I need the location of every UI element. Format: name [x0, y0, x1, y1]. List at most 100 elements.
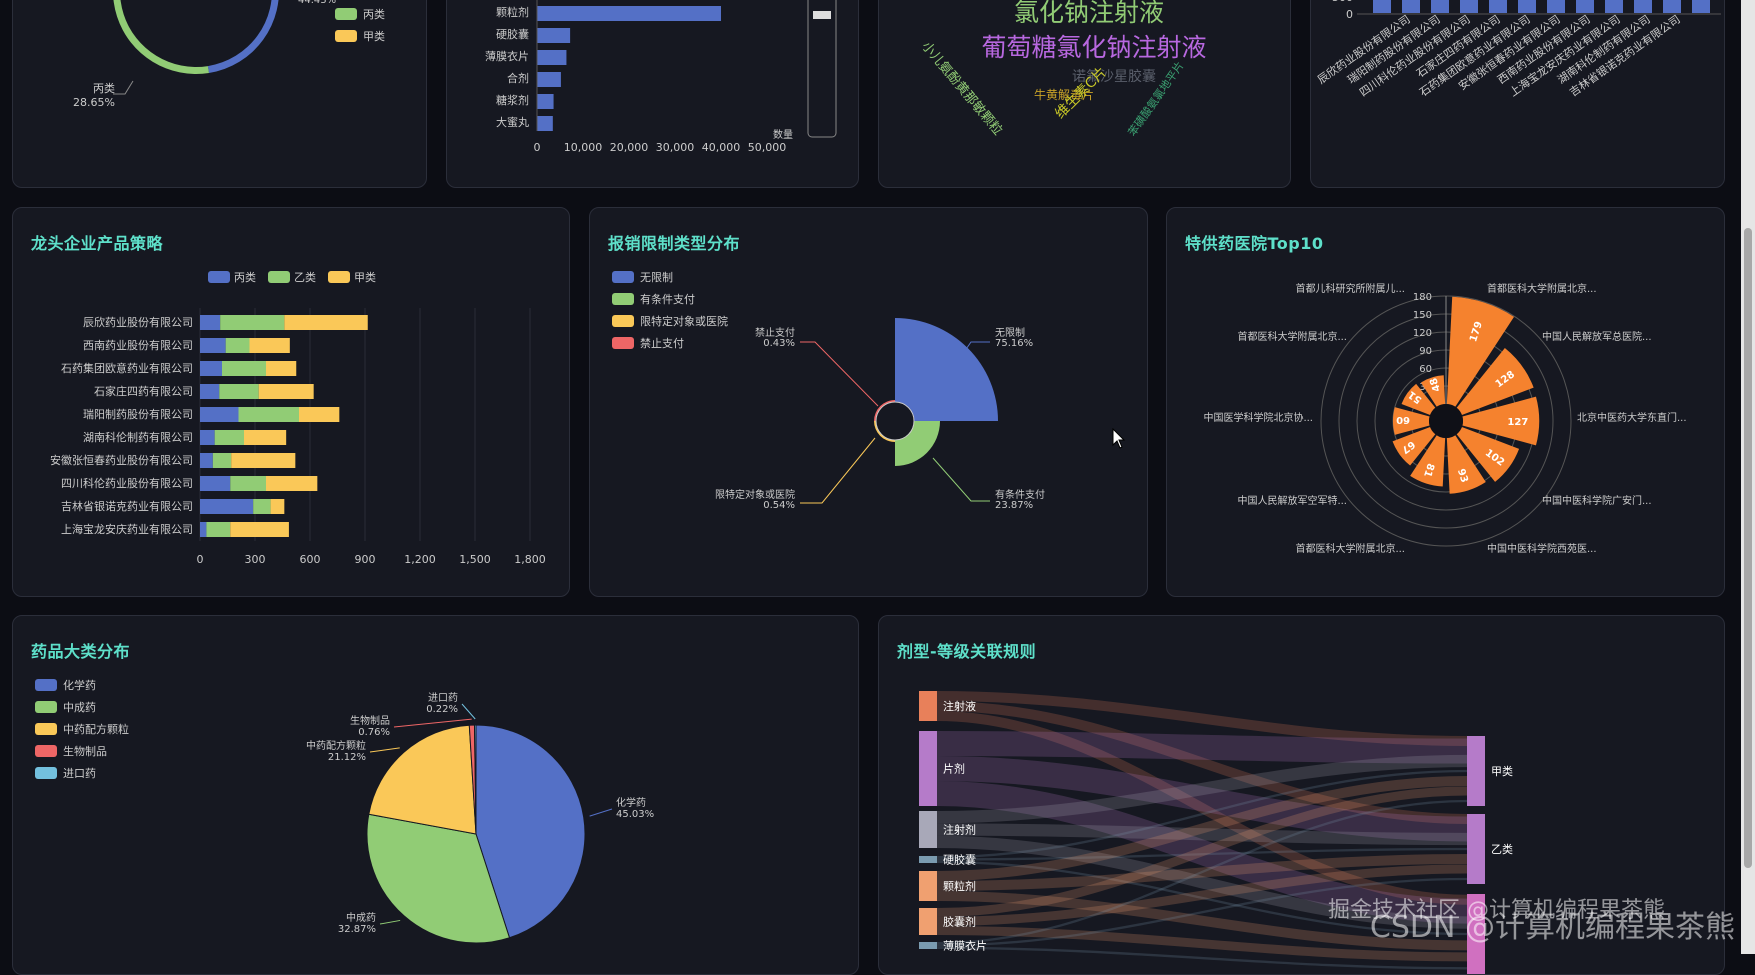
- sankey-node-label: 颗粒剂: [943, 879, 976, 893]
- sankey-link: [936, 781, 1468, 924]
- polar-bar-value: 127: [1507, 417, 1528, 428]
- polar-bar: [1420, 375, 1446, 407]
- legend-swatch: [268, 271, 290, 283]
- stacked-bar-segment: [220, 315, 285, 330]
- bar2-bar: [1634, 0, 1652, 13]
- bar2-bar: [1692, 0, 1710, 13]
- polar-category-label: 首都医科大学附属北京...: [1295, 542, 1405, 555]
- sankey-node-label: 乙类: [1491, 842, 1513, 856]
- pie-label-line: [589, 808, 613, 817]
- stacked-bar-segment: [230, 522, 289, 537]
- polar-bar-value: 81: [1421, 462, 1436, 479]
- stacked-bar-segment: [284, 315, 368, 330]
- legend-swatch: [612, 315, 634, 327]
- polar-ring-label: 180: [1413, 292, 1432, 303]
- stacked-bar-segment: [299, 407, 340, 422]
- watermark: CSDN @计算机编程果茶熊: [1369, 910, 1735, 945]
- category-panel: 药品大类分布 化学药 中成药 中药配方颗粒 生物制品 进口药 化学药 45.03% 中成药 32…: [12, 615, 859, 975]
- bar-tick: 10,000: [564, 141, 603, 154]
- category-chart: 化学药中成药中药配方颗粒生物制品进口药化学药45.03%中成药32.87%中药配…: [35, 678, 654, 944]
- x-tick: 0: [197, 553, 204, 566]
- hospital-chart: 180150120906030179128127102938167605148首…: [1203, 282, 1687, 555]
- sankey-node-left: [919, 871, 937, 901]
- sankey-node-label: 片剂: [943, 762, 965, 776]
- slice-label-pct: 0.54%: [763, 500, 795, 511]
- datazoom-slider: [807, 0, 837, 138]
- polar-category-label: 首都儿科研究所附属儿...: [1295, 282, 1405, 295]
- stacked-bar-segment: [253, 499, 271, 514]
- sankey-node-label: 甲类: [1491, 764, 1513, 778]
- sankey-link: [936, 691, 1468, 746]
- pie-label-pct: 45.03%: [616, 809, 654, 820]
- legend-label: 进口药: [63, 767, 96, 780]
- bar2-bar: [1460, 0, 1478, 13]
- bar-tick: 40,000: [702, 141, 741, 154]
- legend-label: 中药配方颗粒: [63, 722, 129, 736]
- row-label: 辰欣药业股份有限公司: [83, 315, 193, 329]
- label-line: [800, 437, 876, 504]
- stacked-bar-segment: [200, 315, 221, 330]
- sankey-link: [936, 754, 1468, 824]
- bar2-bar: [1518, 0, 1536, 13]
- sankey-link: [936, 854, 1468, 891]
- strategy-title: 龙头企业产品策略: [31, 234, 164, 253]
- scrollbar-thumb[interactable]: [1744, 228, 1752, 868]
- bar-category-label: 糖浆剂: [496, 93, 529, 107]
- sankey-node-left: [919, 942, 937, 949]
- reimb-panel: 报销限制类型分布 无限制 有条件支付 限特定对象或医院 禁止支付 无限制 75.16% 有条…: [589, 207, 1148, 597]
- legend-label: 禁止支付: [640, 337, 684, 350]
- sankey-node-label: 注射液: [943, 699, 976, 713]
- polar-bar: [1401, 383, 1436, 415]
- stacked-bar-segment: [200, 430, 215, 445]
- x-tick: 900: [355, 553, 376, 566]
- legend-label: 限特定对象或医院: [640, 314, 728, 328]
- sankey-title: 剂型-等级关联规则: [897, 642, 1037, 661]
- label-line: [959, 341, 990, 359]
- legend-swatch: [35, 745, 57, 757]
- bar-category-label: 颗粒剂: [496, 5, 529, 19]
- stacked-bar-segment: [238, 407, 299, 422]
- sankey-link: [936, 877, 1468, 947]
- row-label: 石药集团欧意药业有限公司: [61, 361, 193, 375]
- sankey-link: [936, 835, 1468, 929]
- row-label: 上海宝龙安庆药业有限公司: [61, 522, 193, 536]
- sankey-panel: 剂型-等级关联规则 注射液 片剂 注射剂 硬胶囊 颗粒剂 胶囊剂 薄膜衣片 甲类 乙类: [878, 615, 1725, 975]
- bar2-bar: [1576, 0, 1594, 13]
- rose-slice: [895, 318, 998, 421]
- bar: [537, 94, 554, 109]
- legend-label: 中成药: [63, 701, 96, 714]
- sankey-node-right: [1467, 736, 1485, 806]
- stacked-bar-segment: [266, 476, 318, 491]
- page-scrollbar[interactable]: [1741, 0, 1755, 954]
- stacked-bar-segment: [270, 499, 285, 514]
- stacked-bar-segment: [222, 361, 266, 376]
- rose-slice: [895, 421, 940, 466]
- sankey-link: [936, 711, 1468, 905]
- reimb-chart: 无限制有条件支付限特定对象或医院禁止支付无限制75.16%有条件支付23.87%…: [612, 271, 1045, 511]
- bar2-bar: [1373, 0, 1391, 13]
- strategy-panel: 龙头企业产品策略 丙类 乙类 甲类 0 300 600 900 1,200 1,500 1,800…: [12, 207, 570, 597]
- reimb-title: 报销限制类型分布: [608, 234, 741, 253]
- pie-label-pct: 28.65%: [73, 96, 115, 109]
- pie-slice: [368, 724, 477, 835]
- pie-label-line: [113, 80, 134, 95]
- legend-label: 甲类: [354, 270, 376, 284]
- top-bar2-panel: 5000辰欣药业股份有限公司瑞阳制药股份有限公司四川科伦药业股份有限公司石家庄四…: [1310, 0, 1725, 188]
- pie-label-pct: 0.76%: [358, 727, 390, 738]
- bar2-bar: [1431, 0, 1449, 13]
- legend-label: 有条件支付: [640, 292, 695, 306]
- wordcloud-word: 诺氟沙星胶囊: [1072, 68, 1156, 85]
- datazoom-handle: [813, 11, 831, 19]
- x-tick: 300: [245, 553, 266, 566]
- sankey-node-label: 硬胶囊: [943, 853, 976, 867]
- row-label: 西南药业股份有限公司: [83, 338, 193, 352]
- pie-slice: [366, 813, 511, 944]
- top-pie-panel: 丙类 28.65% 44.43% 丙类 甲类: [12, 0, 427, 188]
- wordcloud-word: 葡萄糖氯化钠注射液: [981, 33, 1206, 62]
- strategy-chart: 丙类 乙类 甲类 0 300 600 900 1,200 1,500 1,800 辰欣药业股份有限公…: [50, 270, 546, 566]
- stacked-bar-segment: [200, 407, 239, 422]
- slice-label-pct: 23.87%: [995, 500, 1033, 511]
- sankey-node-left: [919, 908, 937, 935]
- polar-category-label: 北京中医药大学东直门...: [1577, 411, 1687, 424]
